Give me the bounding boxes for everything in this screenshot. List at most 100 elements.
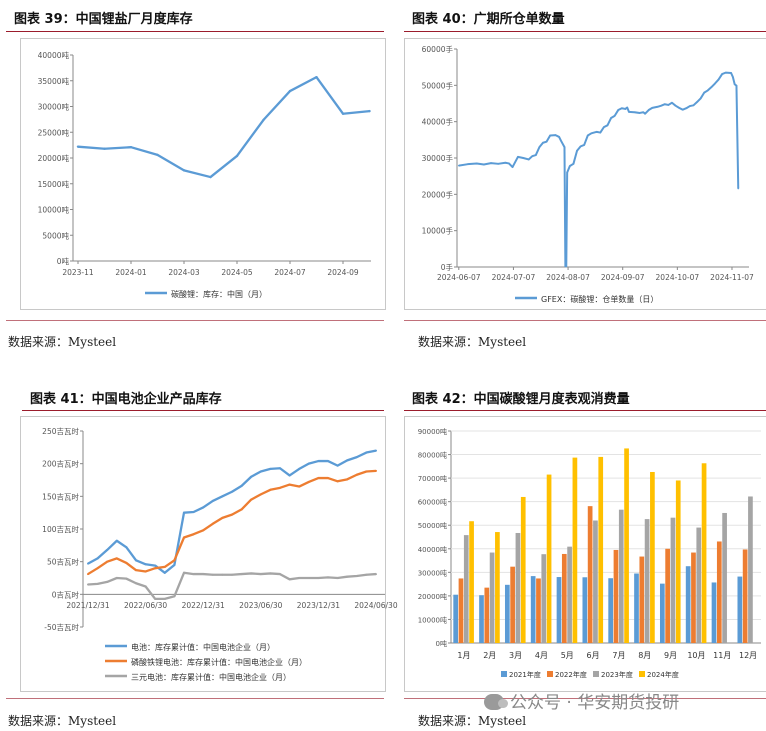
c41-xtick-label: 2024/06/30 xyxy=(354,601,397,610)
panel-40-title: 图表 40：广期所仓单数量 xyxy=(412,12,565,27)
c40-data-point xyxy=(606,124,609,127)
c39-data-point xyxy=(288,89,292,93)
c41-data-point xyxy=(336,577,339,579)
c42-bar xyxy=(701,463,707,643)
c42-category-label: 4月 xyxy=(535,651,548,660)
c42-legend-swatch xyxy=(639,671,645,677)
c42-bar xyxy=(515,532,521,643)
c41-series-line xyxy=(87,469,377,576)
c41-data-point xyxy=(125,577,128,580)
c39-xtick-label: 2023-11 xyxy=(62,268,94,277)
c41-data-point xyxy=(87,573,89,576)
c40-data-point xyxy=(560,139,562,142)
c42-bar xyxy=(650,471,655,643)
c42-bar xyxy=(618,509,624,643)
c40-data-point xyxy=(624,108,627,110)
c41-ytick-label: 200吉瓦时 xyxy=(42,459,79,469)
c40-data-point xyxy=(522,157,525,159)
c40-data-point xyxy=(685,107,688,110)
c42-bar xyxy=(665,548,670,643)
c40-data-point xyxy=(633,111,636,114)
c41-legend-label: 电池：库存累计值：中国电池企业（月） xyxy=(131,642,275,652)
c40-data-point xyxy=(667,104,670,106)
c41-data-point xyxy=(135,582,137,585)
c41-data-point xyxy=(211,522,214,525)
c40-data-point xyxy=(572,163,575,165)
chart-41-svg: -50吉瓦时 0吉瓦时 50吉瓦时 100吉瓦时 150吉瓦时 200吉瓦时 250吉瓦时 2… xyxy=(42,426,398,682)
c40-data-point xyxy=(735,84,738,87)
c42-bar xyxy=(453,594,459,643)
c41-data-point xyxy=(211,573,214,576)
c42-bar xyxy=(484,587,490,643)
c42-bar xyxy=(608,578,614,643)
c39-ytick-label: 40000吨 xyxy=(38,50,70,60)
c41-data-point xyxy=(202,573,205,576)
c40-data-point xyxy=(475,162,478,165)
c42-bar xyxy=(510,566,515,643)
c41-series-line xyxy=(87,449,377,574)
c41-data-point xyxy=(269,488,272,491)
c42-ytick-label: 10000吨 xyxy=(418,615,447,624)
c40-data-point xyxy=(638,112,641,114)
c41-data-point xyxy=(250,498,253,501)
c42-bar xyxy=(624,448,629,643)
c41-data-point xyxy=(221,573,224,576)
c42-bar xyxy=(504,584,510,643)
c41-data-point xyxy=(96,582,99,585)
c42-legend-swatch xyxy=(501,671,507,677)
c40-data-point xyxy=(490,162,492,164)
c41-data-point xyxy=(346,575,349,578)
c41-data-point xyxy=(154,564,157,567)
chart-39-svg: 0吨 5000吨 10000吨 15000吨 20000吨 25000吨 30000吨 350… xyxy=(38,50,371,299)
c41-ytick-label: -50吉瓦时 xyxy=(44,622,79,632)
c41-data-point xyxy=(183,571,185,574)
c41-data-point xyxy=(288,474,291,477)
c40-data-point xyxy=(527,158,530,161)
c41-data-point xyxy=(346,459,349,462)
c42-category-label: 11月 xyxy=(713,651,731,660)
c41-data-point xyxy=(173,559,176,562)
c39-data-point xyxy=(209,175,212,179)
c41-data-point xyxy=(125,546,128,549)
c41-xtick-label: 2022/12/31 xyxy=(182,601,225,610)
panel-41-source: 数据来源：Mysteel xyxy=(8,714,117,728)
c41-data-point xyxy=(298,485,301,488)
c42-legend-label: 2024年度 xyxy=(647,670,679,679)
c42-category-label: 3月 xyxy=(509,651,522,660)
c41-data-point xyxy=(298,467,301,470)
c39-xtick-label: 2024-09 xyxy=(327,268,359,277)
chart-42: 0吨 10000吨 20000吨 30000吨 40000吨 50000吨 60000吨 70… xyxy=(404,416,766,692)
c42-bar xyxy=(489,552,495,643)
c41-data-point xyxy=(259,470,262,473)
c41-ytick-label: 150吉瓦时 xyxy=(42,491,79,501)
c39-ytick-label: 10000吨 xyxy=(38,205,70,215)
c40-data-point xyxy=(590,132,593,135)
c40-xtick-label: 2024-09-07 xyxy=(601,273,645,282)
c41-data-point xyxy=(259,493,262,496)
c41-data-point xyxy=(375,449,377,452)
c42-bar xyxy=(561,553,567,643)
c40-data-point xyxy=(730,72,732,74)
c41-data-point xyxy=(144,563,147,566)
c41-data-point xyxy=(115,577,118,579)
panel-41-top-rule xyxy=(22,410,384,411)
c40-xtick-label: 2024-06-07 xyxy=(437,273,481,282)
c42-bar xyxy=(742,549,748,643)
c40-data-point xyxy=(569,165,571,167)
c40-ytick-label: 40000手 xyxy=(422,117,454,127)
c40-data-point xyxy=(554,134,557,136)
c42-bar xyxy=(536,578,541,643)
c41-data-point xyxy=(240,484,243,487)
c39-data-point xyxy=(129,145,133,149)
c42-category-label: 5月 xyxy=(561,651,574,660)
c40-ytick-label: 10000手 xyxy=(422,226,454,236)
c41-data-point xyxy=(87,583,89,586)
panel-39-title: 图表 39：中国锂盐厂月度库存 xyxy=(14,12,193,27)
c39-data-point xyxy=(368,109,371,113)
c39-xtick-label: 2024-05 xyxy=(221,268,253,277)
c42-bar xyxy=(495,532,500,643)
c41-data-point xyxy=(192,511,195,514)
c41-data-point xyxy=(250,572,253,575)
c40-data-point xyxy=(671,101,673,104)
c42-bar xyxy=(711,582,717,643)
